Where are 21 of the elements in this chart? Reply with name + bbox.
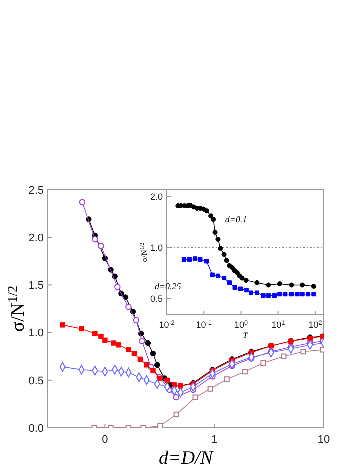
x-axis-title: d=D/N [159, 448, 214, 466]
x-axis-title: T [243, 331, 248, 340]
x-tick-label: 10 [318, 434, 330, 446]
y-tick-label: 1.5 [28, 280, 44, 292]
text: d=0.25 [154, 282, 182, 292]
x-tick-label: 10$^{0}$ [234, 320, 248, 330]
y-tick-label: 2.5 [28, 184, 44, 197]
y-tick-label: 0.5 [150, 294, 163, 304]
x-tick-label: 10$^{-1}$ [196, 320, 212, 330]
x-tick-label: 10$^{-2}$ [159, 320, 176, 330]
y-tick-label: 0.5 [28, 375, 44, 388]
y-tick-label: 2.0 [150, 192, 163, 202]
y-tick-label: 0.0 [28, 422, 44, 435]
y-tick-label: 2.0 [28, 232, 44, 244]
x-tick-label: 10$^{1}$ [272, 320, 286, 330]
x-tick-label: 0 [102, 434, 108, 446]
x-tick-label: 1 [212, 434, 218, 446]
y-tick-label: 1.0 [28, 328, 44, 340]
y-tick-label: 1.0 [150, 242, 163, 253]
x-tick-label: 10$^{2}$ [308, 320, 323, 330]
series-label: d=0.1 [225, 214, 248, 225]
